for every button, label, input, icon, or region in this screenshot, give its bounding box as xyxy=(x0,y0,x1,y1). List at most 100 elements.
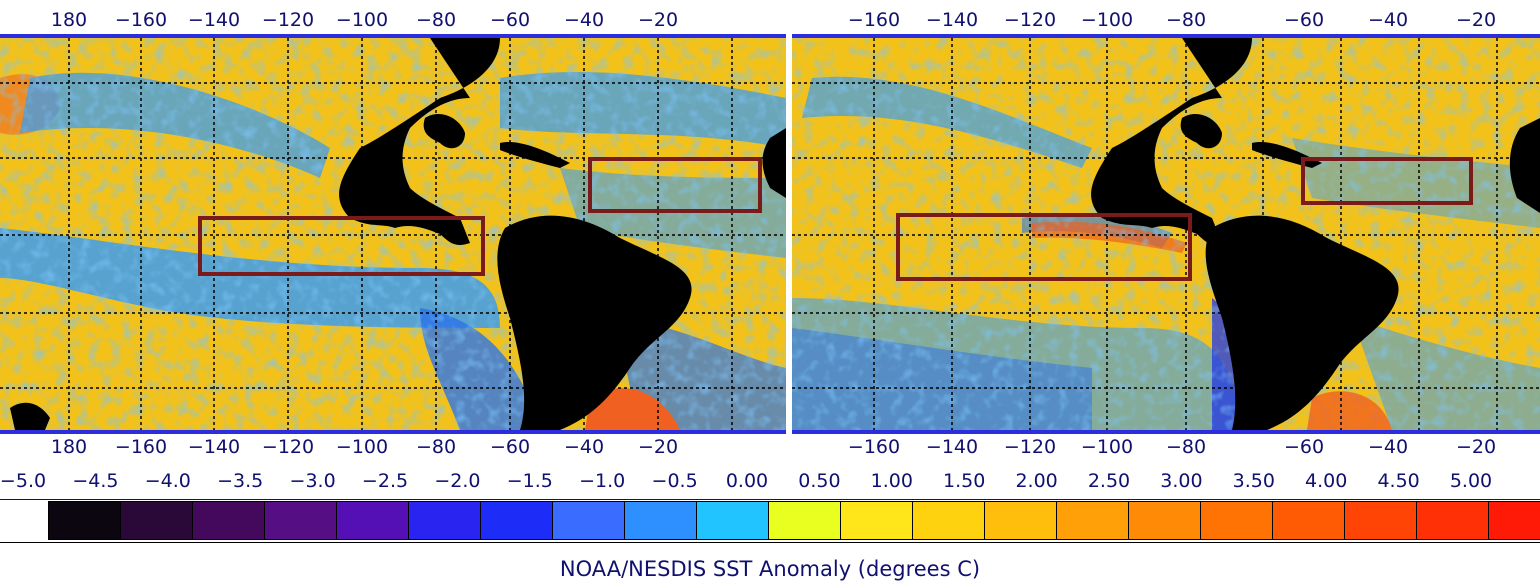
axis-label: −80 xyxy=(1165,436,1207,458)
axis-label: −80 xyxy=(415,9,457,31)
axis-label: −160 xyxy=(847,436,901,458)
axis-label: −100 xyxy=(335,436,389,458)
scale-tick-label: −2.0 xyxy=(434,470,481,492)
axis-label: −120 xyxy=(261,9,315,31)
color-swatch xyxy=(769,502,841,539)
scale-tick-label: 3.50 xyxy=(1232,470,1275,492)
axis-label: −160 xyxy=(114,436,168,458)
axis-label: −20 xyxy=(637,436,679,458)
color-scale-labels: −5.0 −4.5 −4.0 −3.5 −3.0 −2.5 −2.0 −1.5 −1.0 −0.5… xyxy=(0,470,1540,550)
color-swatch xyxy=(1417,502,1489,539)
color-swatch xyxy=(1345,502,1417,539)
color-swatch xyxy=(1057,502,1129,539)
axis-label: −60 xyxy=(489,9,531,31)
axis-label: −120 xyxy=(1003,436,1057,458)
scale-underline xyxy=(0,499,1540,500)
scale-tick-label: −4.0 xyxy=(144,470,191,492)
axis-label: −100 xyxy=(1080,9,1134,31)
scale-tick-label: −4.5 xyxy=(72,470,119,492)
right-map-panel: −160 −140 −120 −100 −80 −60 −40 −20 xyxy=(792,0,1540,458)
left-map-panel: 180 −160 −140 −120 −100 −80 −60 −40 −20 xyxy=(0,0,786,458)
scale-tick-label: −5.0 xyxy=(0,470,47,492)
scale-tick-label: −0.5 xyxy=(651,470,698,492)
right-sst-map xyxy=(792,34,1540,434)
axis-label: −140 xyxy=(925,9,979,31)
scale-tick-label: 2.50 xyxy=(1087,470,1131,492)
axis-label: −20 xyxy=(637,9,679,31)
florida-landmass xyxy=(1180,113,1222,149)
nino-region-box xyxy=(896,213,1192,281)
color-swatch xyxy=(625,502,697,539)
color-swatch xyxy=(265,502,337,539)
color-swatch xyxy=(1129,502,1201,539)
axis-label: −100 xyxy=(1080,436,1134,458)
color-swatch xyxy=(337,502,409,539)
color-swatch xyxy=(409,502,481,539)
color-swatch xyxy=(913,502,985,539)
south-america-landmass xyxy=(497,215,692,430)
axis-label: −20 xyxy=(1455,436,1497,458)
axis-label: −40 xyxy=(563,9,605,31)
lat-lon-grid xyxy=(792,38,1540,430)
axis-label: −160 xyxy=(847,9,901,31)
axis-label: −140 xyxy=(187,436,241,458)
scale-tick-label: −3.0 xyxy=(289,470,336,492)
axis-label: −120 xyxy=(1003,9,1057,31)
warm-anomaly-patch xyxy=(1307,391,1392,430)
scale-tick-label: −1.5 xyxy=(506,470,553,492)
florida-landmass xyxy=(423,113,465,149)
color-scale-bar xyxy=(48,501,1540,540)
ocean-texture xyxy=(792,38,1540,430)
color-swatch xyxy=(985,502,1057,539)
atlantic-region-box xyxy=(1301,157,1473,205)
axis-label: 180 xyxy=(50,9,88,31)
color-swatch xyxy=(481,502,553,539)
scale-tick-label: 0.50 xyxy=(798,470,841,492)
south-america-landmass xyxy=(1205,215,1399,430)
axis-label: −80 xyxy=(1165,9,1207,31)
scale-tick-label: 1.50 xyxy=(943,470,986,492)
axis-label: −40 xyxy=(1367,436,1409,458)
north-america-landmass xyxy=(1012,38,1252,245)
axis-label: −60 xyxy=(1283,436,1325,458)
axis-label: −60 xyxy=(1283,9,1325,31)
scale-tick-label: 4.50 xyxy=(1377,470,1420,492)
color-swatch xyxy=(1489,502,1540,539)
color-swatch xyxy=(49,502,121,539)
nino-region-box xyxy=(198,216,485,276)
ocean-texture xyxy=(0,38,786,430)
color-swatch xyxy=(1273,502,1345,539)
axis-label: −60 xyxy=(489,436,531,458)
axis-label: 180 xyxy=(50,436,88,458)
color-swatch xyxy=(697,502,769,539)
scale-tick-label: 0.00 xyxy=(725,470,769,492)
warm-anomaly-patch xyxy=(585,388,680,430)
north-america-landmass xyxy=(300,38,500,245)
scale-tick-label: 5.00 xyxy=(1449,470,1493,492)
africa-landmass xyxy=(762,128,786,198)
axis-label: −20 xyxy=(1455,9,1497,31)
axis-label: −140 xyxy=(187,9,241,31)
caption: NOAA/NESDIS SST Anomaly (degrees C) xyxy=(559,557,981,581)
color-swatch xyxy=(553,502,625,539)
new-zealand-landmass xyxy=(10,402,50,430)
atlantic-region-box xyxy=(588,157,762,213)
axis-label: −100 xyxy=(335,9,389,31)
scale-tick-label: 1.00 xyxy=(870,470,913,492)
scale-tick-label: 2.00 xyxy=(1015,470,1058,492)
color-swatch xyxy=(1201,502,1273,539)
scale-tick-label: −3.5 xyxy=(217,470,264,492)
axis-label: −120 xyxy=(261,436,315,458)
left-sst-map xyxy=(0,34,786,434)
axis-label: −40 xyxy=(1367,9,1409,31)
caribbean-islands xyxy=(500,142,570,168)
scale-tick-label: −2.5 xyxy=(361,470,409,492)
axis-label: −140 xyxy=(925,436,979,458)
color-swatch xyxy=(121,502,193,539)
scale-tick-label: 3.00 xyxy=(1160,470,1203,492)
africa-landmass xyxy=(1509,118,1540,213)
color-swatch xyxy=(193,502,265,539)
color-swatch xyxy=(841,502,913,539)
footer-divider xyxy=(0,542,1540,543)
axis-label: −80 xyxy=(415,436,457,458)
